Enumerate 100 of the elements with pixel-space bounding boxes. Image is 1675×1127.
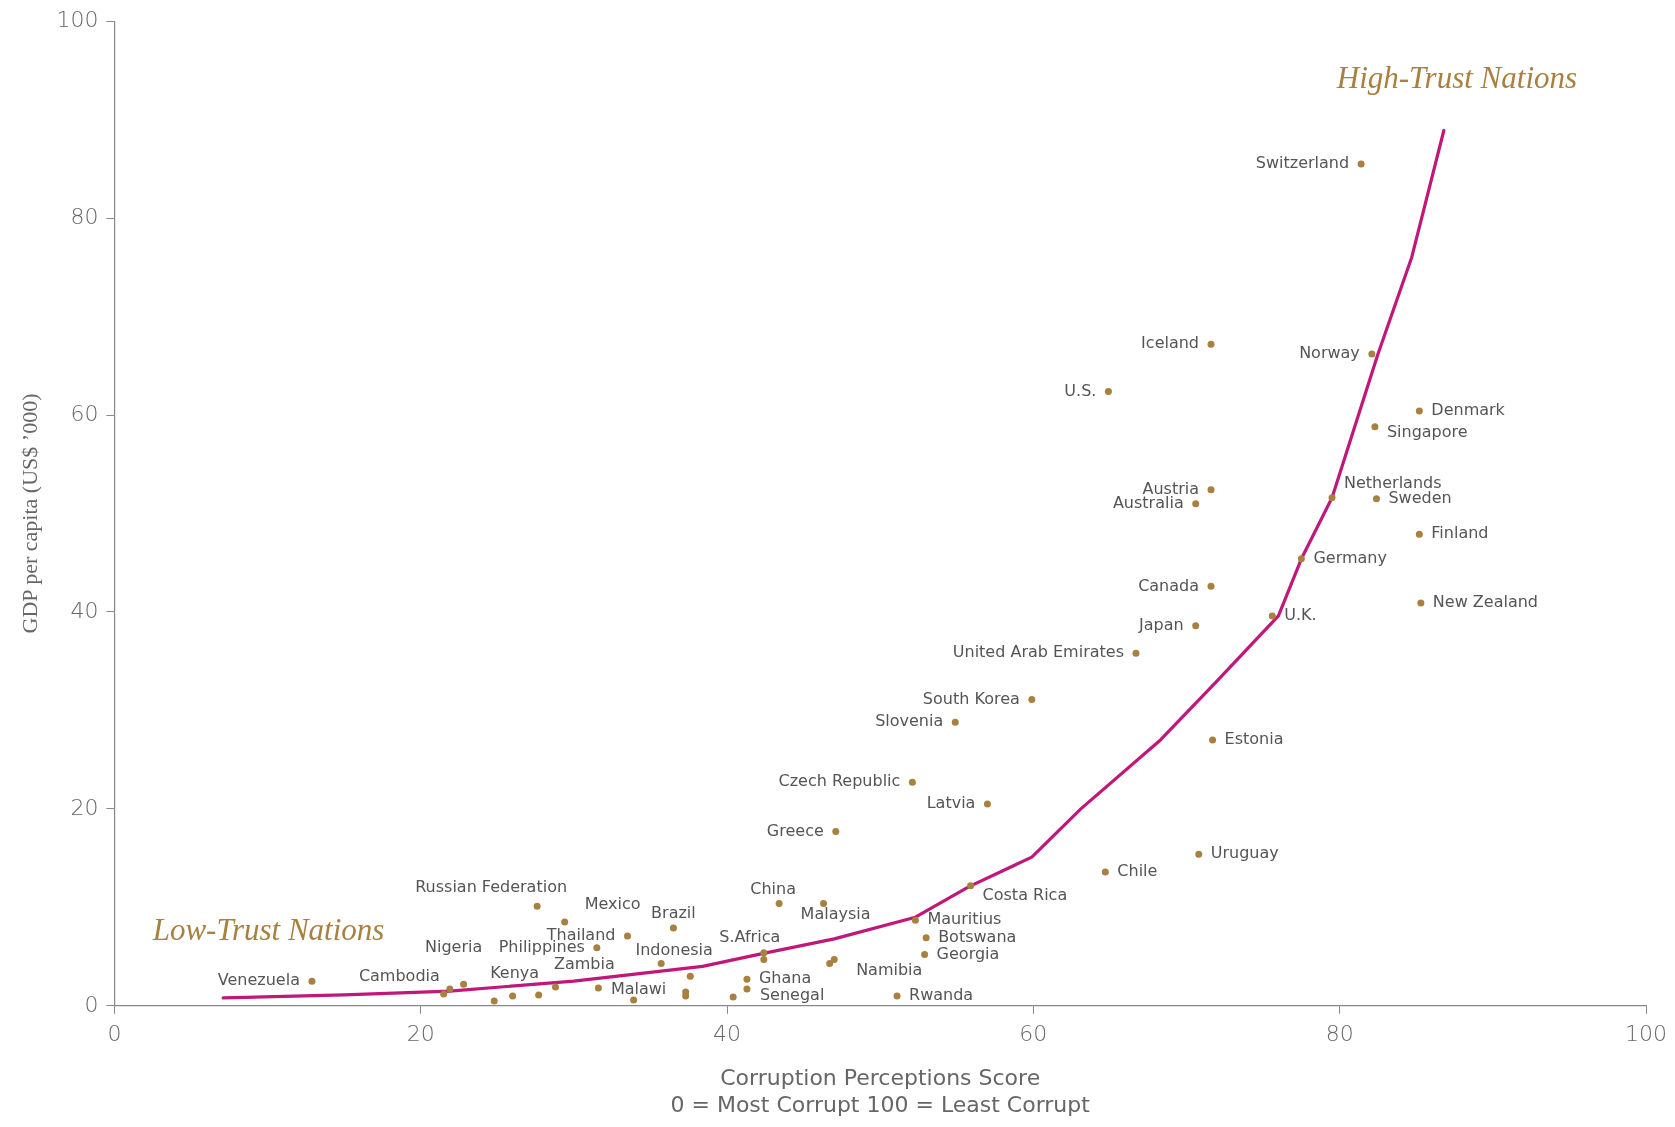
point [1192,622,1200,630]
point [1207,340,1215,348]
annotation: Denmark [1431,400,1506,420]
point [460,980,468,988]
annotation: U.S. [1064,380,1097,400]
annotation: Zambia [554,954,615,974]
point [1028,696,1036,704]
point [593,944,601,952]
point [983,800,991,808]
annotation: Greece [766,820,824,840]
annotation: Czech Republic [778,771,901,791]
annotation: Senegal [759,985,825,1005]
x-tick-label: 0 [107,1020,122,1046]
annotation: Brazil [651,903,696,923]
annotation: Canada [1138,575,1200,595]
point [1101,868,1109,876]
point [743,985,751,993]
annotation: Slovenia [875,711,944,731]
point [911,916,919,924]
point [922,934,930,942]
point [657,959,665,967]
annotation: Nigeria [424,937,483,957]
point [729,993,737,1001]
point [967,882,975,890]
point [1417,599,1425,607]
x-tick-label: 20 [406,1020,435,1046]
annotation: Indonesia [635,939,713,959]
annotation: Mexico [584,894,641,914]
annotation: Ghana [758,968,812,988]
point [533,902,541,910]
x-tick-label: 80 [1325,1020,1354,1046]
annotation: Rwanda [909,985,974,1005]
annotation: Japan [1138,614,1184,634]
annotation: Mauritius [927,909,1002,929]
x-axis-title: Corruption Perceptions Score 0 = Most Corrupt 100 = Least Corrupt [670,1065,1091,1117]
point [686,972,694,980]
point [440,990,448,998]
point [1209,736,1217,744]
annotation: U.K. [1284,605,1317,625]
y-tick-label: 0 [84,991,99,1017]
y-tick-label: 80 [70,203,99,229]
point [594,984,602,992]
point [630,996,638,1004]
annotation: High-Trust Nations [1335,60,1578,96]
point [1415,530,1423,538]
point [682,992,690,1000]
point [1372,495,1380,503]
annotation: China [750,878,796,898]
point [1207,582,1215,590]
point [760,956,768,964]
point [509,992,517,1000]
point [893,992,901,1000]
annotation: S.Africa [719,926,781,946]
annotation: Malaysia [800,903,871,923]
y-axis-title: GDP per capita (US$ ’000) [16,393,42,634]
point [1328,494,1336,502]
y-tick-label: 100 [56,6,99,32]
annotation: Iceland [1141,333,1200,353]
point [561,918,569,926]
annotation: Germany [1313,547,1387,567]
point [1207,486,1215,494]
point [1368,350,1376,358]
annotation: Singapore [1386,422,1468,442]
point [623,932,631,940]
point [552,983,559,991]
point [308,977,316,985]
annotation: Russian Federation [415,876,568,896]
point [1104,387,1112,395]
point [1195,850,1203,858]
annotation: Costa Rica [982,884,1068,904]
annotation: Estonia [1224,729,1284,749]
annotation: Low-Trust Nations [151,912,385,948]
annotation: Switzerland [1255,153,1350,173]
point [1132,649,1140,657]
point [1297,555,1305,563]
point [775,899,783,907]
point [1192,500,1200,508]
point [820,899,828,907]
annotation: Malawi [610,979,667,999]
point [760,949,768,957]
annotation: Finland [1431,523,1489,543]
point [951,718,959,726]
point [1357,160,1365,168]
point [743,975,751,983]
annotation: Chile [1117,861,1158,881]
point [1268,612,1276,620]
point [921,951,929,959]
point [446,985,454,993]
annotation: Latvia [926,793,976,813]
x-tick-label: 60 [1019,1020,1048,1046]
annotation: Norway [1299,343,1360,363]
y-tick-label: 40 [70,597,99,623]
annotation: Cambodia [358,966,440,986]
point [1371,423,1379,431]
annotation: Kenya [490,963,540,983]
point [826,959,834,967]
annotation: Venezuela [217,970,300,990]
point [908,778,916,786]
x-tick-label: 100 [1625,1020,1667,1046]
point [832,828,840,836]
